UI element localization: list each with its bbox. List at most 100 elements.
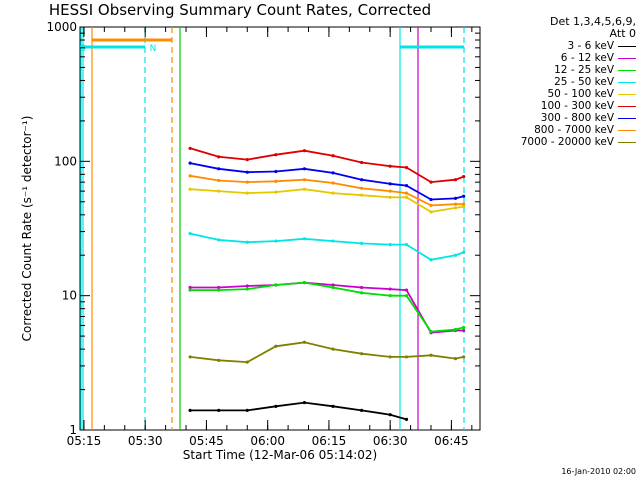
data-point-7 bbox=[188, 174, 192, 178]
data-point-8 bbox=[217, 358, 221, 362]
data-point-2 bbox=[429, 330, 433, 334]
legend-label: 7000 - 20000 keV bbox=[520, 136, 614, 148]
data-point-2 bbox=[302, 281, 307, 285]
data-point-6 bbox=[388, 182, 392, 186]
data-point-6 bbox=[217, 167, 221, 171]
plot-frame bbox=[79, 26, 481, 431]
data-point-7 bbox=[359, 186, 364, 190]
legend-item: 7000 - 20000 keV bbox=[480, 136, 636, 148]
data-point-1 bbox=[462, 328, 466, 333]
data-point-8 bbox=[302, 340, 307, 344]
data-point-7 bbox=[429, 203, 433, 207]
series-line-1 bbox=[190, 281, 464, 334]
data-point-4 bbox=[404, 195, 409, 199]
y-axis-label: Corrected Count Rate (s⁻¹ detector⁻¹) bbox=[20, 116, 34, 342]
data-point-6 bbox=[302, 167, 307, 171]
data-point-8 bbox=[245, 360, 249, 364]
legend-label: 3 - 6 keV bbox=[567, 40, 614, 52]
data-point-4 bbox=[462, 205, 466, 209]
data-point-6 bbox=[331, 171, 335, 175]
y-tick-label: 1 bbox=[69, 423, 77, 437]
legend-swatch bbox=[618, 81, 636, 83]
data-point-1 bbox=[331, 283, 335, 287]
data-point-3 bbox=[388, 242, 392, 247]
data-point-3 bbox=[453, 253, 458, 257]
data-point-3 bbox=[245, 240, 249, 244]
x-tick-label: 05:15 bbox=[67, 434, 102, 448]
legend-item: 100 - 300 keV bbox=[480, 100, 636, 112]
data-point-3 bbox=[302, 237, 307, 241]
legend-swatch bbox=[618, 57, 636, 59]
data-point-1 bbox=[245, 284, 249, 288]
data-point-8 bbox=[188, 355, 192, 359]
series-line-5 bbox=[189, 147, 465, 184]
data-point-5 bbox=[429, 180, 433, 184]
data-point-5 bbox=[331, 154, 335, 158]
data-point-4 bbox=[388, 195, 392, 199]
data-point-2 bbox=[404, 294, 409, 298]
series-line-7 bbox=[189, 174, 464, 207]
data-point-3 bbox=[274, 239, 278, 243]
data-point-4 bbox=[429, 210, 433, 214]
legend-label: 25 - 50 keV bbox=[554, 76, 614, 88]
x-axis-label: Start Time (12-Mar-06 05:14:02) bbox=[183, 448, 377, 462]
legend-item: 800 - 7000 keV bbox=[480, 124, 636, 136]
data-point-7 bbox=[302, 178, 307, 182]
x-tick-label: 06:00 bbox=[250, 434, 285, 448]
data-point-6 bbox=[359, 178, 364, 182]
chart-title: HESSI Observing Summary Count Rates, Cor… bbox=[48, 1, 432, 19]
legend-item: 25 - 50 keV bbox=[480, 76, 636, 88]
legend-swatch bbox=[618, 105, 636, 107]
data-point-0 bbox=[404, 417, 409, 421]
data-point-3 bbox=[429, 258, 433, 262]
legend-label: 800 - 7000 keV bbox=[534, 124, 614, 136]
data-point-7 bbox=[388, 189, 392, 193]
data-point-3 bbox=[404, 242, 409, 247]
data-point-2 bbox=[388, 294, 392, 298]
data-point-8 bbox=[404, 355, 409, 359]
legend-items: 3 - 6 keV 6 - 12 keV 12 - 25 keV 25 - 50 ke… bbox=[480, 40, 636, 148]
legend-item: 6 - 12 keV bbox=[480, 52, 636, 64]
data-point-2 bbox=[245, 287, 249, 291]
data-point-8 bbox=[429, 353, 433, 357]
data-point-4 bbox=[453, 206, 458, 210]
data-point-3 bbox=[217, 238, 221, 242]
data-point-7 bbox=[217, 178, 221, 183]
y-tick-label: 1000 bbox=[46, 20, 77, 34]
data-point-7 bbox=[404, 191, 409, 195]
legend-label: 50 - 100 keV bbox=[547, 88, 614, 100]
data-point-0 bbox=[302, 400, 307, 405]
data-point-6 bbox=[404, 183, 409, 188]
data-point-2 bbox=[217, 288, 221, 292]
legend-item: 50 - 100 keV bbox=[480, 88, 636, 100]
data-point-8 bbox=[331, 347, 335, 351]
data-point-5 bbox=[404, 165, 409, 170]
data-point-1 bbox=[217, 285, 221, 290]
data-point-3 bbox=[188, 231, 192, 236]
data-point-4 bbox=[302, 187, 307, 191]
legend-swatch bbox=[618, 45, 636, 47]
series-line-2 bbox=[190, 281, 464, 333]
data-point-6 bbox=[453, 196, 458, 200]
footer-date: 16-Jan-2010 02:00 bbox=[561, 467, 636, 476]
data-point-2 bbox=[453, 327, 458, 332]
data-point-4 bbox=[274, 190, 278, 194]
data-point-2 bbox=[188, 288, 192, 292]
data-point-4 bbox=[245, 191, 249, 195]
annotation-n: N bbox=[150, 44, 157, 54]
data-point-4 bbox=[359, 193, 364, 197]
y-tick-label: 100 bbox=[54, 154, 77, 168]
series-line-4 bbox=[190, 188, 464, 213]
data-point-4 bbox=[188, 187, 192, 191]
data-point-3 bbox=[462, 250, 466, 254]
legend-item: 12 - 25 keV bbox=[480, 64, 636, 76]
y-tick-label: 10 bbox=[62, 289, 77, 303]
data-point-8 bbox=[274, 344, 278, 348]
legend: Det 1,3,4,5,6,9, Att 0 3 - 6 keV 6 - 12 k… bbox=[480, 16, 636, 148]
x-tick-label: 05:45 bbox=[189, 434, 224, 448]
data-point-2 bbox=[274, 283, 278, 287]
data-point-1 bbox=[188, 285, 192, 290]
data-point-8 bbox=[453, 357, 458, 361]
data-point-0 bbox=[274, 404, 278, 408]
